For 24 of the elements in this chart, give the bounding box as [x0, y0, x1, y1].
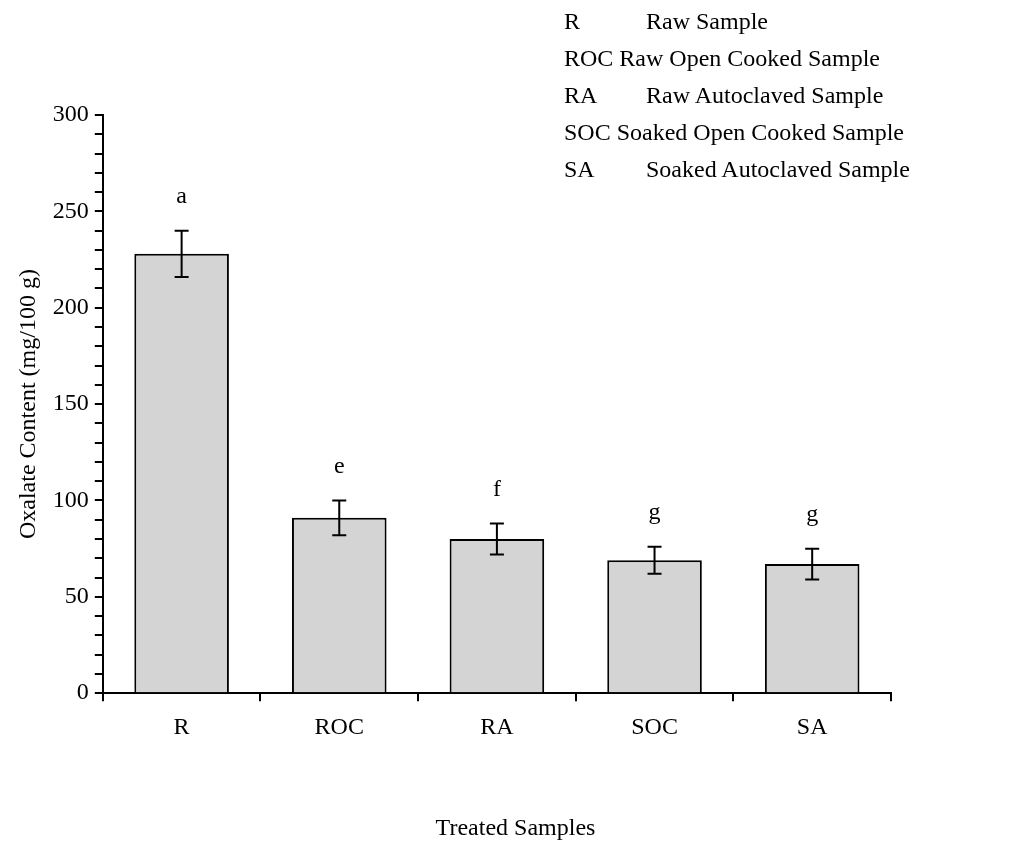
data-label: g [806, 499, 819, 526]
x-tick-label: SOC [631, 712, 678, 739]
x-tick-label: SA [796, 712, 829, 739]
y-tick-label: 200 [52, 293, 89, 320]
text: RA Raw Autoclaved Sample [564, 82, 884, 108]
data-label: g [648, 498, 661, 525]
x-tick-label: ROC [314, 712, 364, 739]
x-tick-label: R [173, 712, 190, 739]
text: SA Soaked Autoclaved Sample [564, 156, 910, 182]
y-tick-label: 300 [52, 100, 89, 127]
y-axis-title: Oxalate Content (mg/100 g) [13, 269, 40, 540]
text: R Raw Sample [564, 8, 768, 34]
data-label: a [176, 181, 188, 208]
x-axis-title: Treated Samples [434, 814, 597, 841]
y-tick-label: 0 [76, 678, 89, 705]
text: ROC Raw Open Cooked Sample [564, 45, 880, 72]
y-tick-label: 100 [52, 485, 89, 512]
y-tick-label: 250 [52, 196, 89, 223]
y-tick-label: 50 [64, 582, 89, 609]
y-tick-label: 150 [52, 389, 89, 416]
data-label: f [492, 474, 501, 501]
x-tick-label: RA [480, 712, 515, 739]
annotation: SOC Soaked Open Cooked Sample [564, 119, 904, 146]
data-label: e [333, 451, 345, 478]
